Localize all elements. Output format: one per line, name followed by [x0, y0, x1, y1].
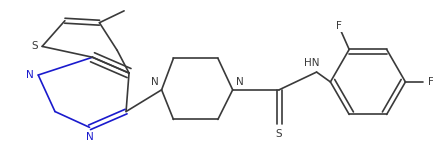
Text: S: S	[276, 129, 282, 139]
Text: N: N	[86, 132, 94, 142]
Text: S: S	[31, 41, 38, 51]
Text: N: N	[26, 70, 34, 80]
Text: F: F	[336, 21, 342, 31]
Text: HN: HN	[304, 58, 320, 68]
Text: F: F	[428, 77, 433, 87]
Text: N: N	[236, 77, 243, 87]
Text: N: N	[151, 77, 158, 87]
